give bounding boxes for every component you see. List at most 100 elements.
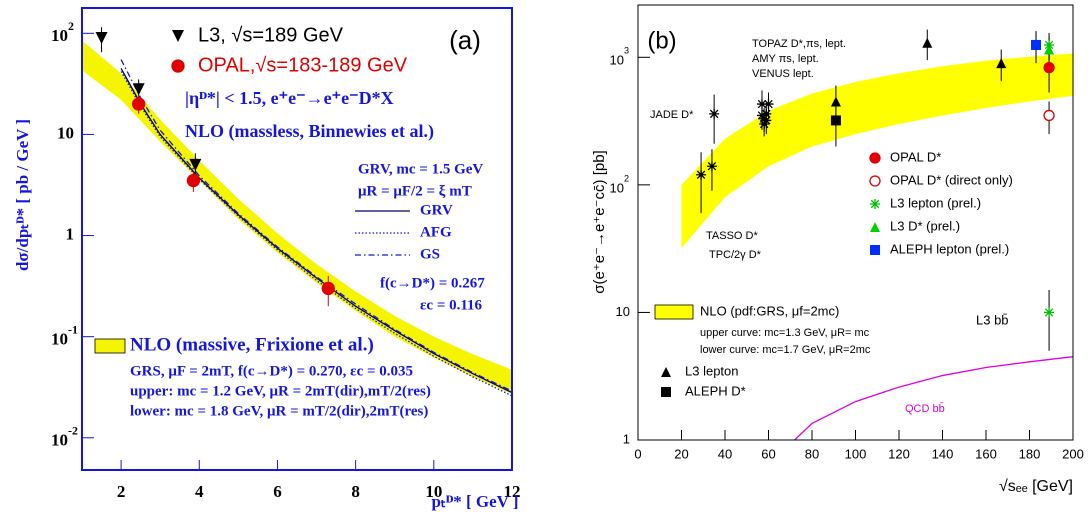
data-point <box>95 31 108 44</box>
y-tick-exponent: -2 <box>68 424 78 438</box>
curve <box>120 59 512 392</box>
annotation: εc = 0.116 <box>420 297 483 313</box>
annotation: f(c→D*) = 0.267 <box>380 275 485 291</box>
annotation: TPC/2γ D* <box>709 249 762 261</box>
legend-label: ALEPH lepton (prel.) <box>890 241 1009 256</box>
data-point <box>189 158 202 171</box>
data-point <box>830 115 841 126</box>
legend-label: OPAL D* <box>890 149 941 164</box>
data-point <box>1044 44 1055 55</box>
y-tick-label: 10 <box>51 26 68 45</box>
x-tick-label: 160 <box>975 446 997 461</box>
y-tick-label: 1 <box>66 224 75 243</box>
annotation: upper: mc = 1.2 GeV, μR = 2mT(dir),mT/2(… <box>130 383 431 399</box>
y-axis-label: σ(e⁺e⁻→e⁺e⁻cc̄) [pb] <box>591 150 608 293</box>
legend-swatch <box>654 304 694 320</box>
annotation: TASSO D* <box>706 230 758 242</box>
legend-marker <box>869 152 881 164</box>
legend-label: OPAL D* (direct only) <box>890 172 1013 187</box>
legend-label: GS <box>420 246 440 262</box>
annotation: NLO (massless, Binnewies et al.) <box>185 121 434 142</box>
annotation: μR = μF/2 = ξ mT <box>358 183 472 199</box>
data-point <box>763 99 774 110</box>
legend-marker <box>870 245 880 255</box>
data-point <box>922 37 933 48</box>
data-point <box>186 173 201 188</box>
annotation: lower: mc = 1.8 GeV, μR = mT/2(dir),2mT(… <box>130 403 428 419</box>
x-tick-label: 120 <box>888 446 910 461</box>
data-point <box>709 108 720 119</box>
y-tick-label: 10 <box>610 180 624 195</box>
y-tick-exponent: -1 <box>68 322 78 336</box>
legend-label: L3 D* (prel.) <box>890 218 960 233</box>
annotation: TOPAZ D*,πs, lept. <box>752 38 846 50</box>
legend-label: QCD bb̄ <box>905 402 945 415</box>
curve <box>794 356 1073 440</box>
curve <box>120 71 512 397</box>
data-point <box>1044 307 1055 318</box>
y-tick-exponent: 2 <box>68 19 74 33</box>
y-tick-exponent: 3 <box>624 46 629 56</box>
x-tick-label: 6 <box>273 482 282 501</box>
y-tick-exponent: 2 <box>624 173 629 183</box>
y-tick-label: 10 <box>610 53 624 68</box>
x-axis-label: pₜᴰ* [ GeV ] <box>431 492 518 511</box>
legend-label: ALEPH D* <box>685 383 746 398</box>
data-point <box>1043 109 1055 122</box>
data-point <box>1031 39 1042 50</box>
legend-marker <box>172 30 184 42</box>
x-tick-label: 80 <box>805 446 819 461</box>
data-point <box>1043 61 1055 74</box>
legend-label: L3 lepton (prel.) <box>890 195 981 210</box>
x-tick-label: 100 <box>845 446 867 461</box>
legend-label: GRV <box>420 202 453 218</box>
legend-label: OPAL,√s=183-189 GeV <box>198 54 408 76</box>
data-point <box>132 97 146 111</box>
annotation: lower curve: mc=1.7 GeV, μR=2mc <box>700 344 871 356</box>
x-tick-label: 8 <box>351 482 360 501</box>
data-point <box>706 161 717 172</box>
data-point <box>132 83 145 96</box>
x-tick-label: 2 <box>117 482 126 501</box>
x-tick-label: 40 <box>718 446 732 461</box>
data-point <box>996 58 1007 69</box>
annotation: JADE D* <box>650 109 694 121</box>
annotation: AMY πs, lept. <box>752 53 819 65</box>
legend-label: NLO (pdf:GRS, μf=2mc) <box>700 303 839 318</box>
y-tick-label: 10 <box>57 123 74 142</box>
legend-marker <box>171 59 185 73</box>
x-tick-label: 60 <box>761 446 775 461</box>
chart-title: (a) <box>449 25 481 55</box>
legend-marker <box>869 175 881 187</box>
legend-label: NLO (massive, Frixione et al.) <box>130 334 374 355</box>
x-axis-label: √sₑₑ [GeV] <box>999 478 1073 495</box>
annotation: GRV, mc = 1.5 GeV <box>358 161 483 177</box>
y-tick-label: 10 <box>616 304 630 319</box>
data-point <box>756 110 767 121</box>
annotation: GRS, μF = 2mT, f(c→D*) = 0.270, εc = 0.0… <box>130 363 413 379</box>
x-tick-label: 200 <box>1062 446 1084 461</box>
x-tick-label: 140 <box>932 446 954 461</box>
annotation: upper curve: mc=1.3 GeV, μR= mc <box>700 327 870 339</box>
legend-swatch <box>94 338 126 354</box>
legend-marker <box>870 222 880 232</box>
x-tick-label: 180 <box>1019 446 1041 461</box>
chart-title: (b) <box>647 27 676 54</box>
x-tick-label: 12 <box>504 482 521 501</box>
data-point <box>761 115 772 126</box>
annotation: L3 bb̄ <box>976 312 1009 327</box>
x-tick-label: 0 <box>634 446 641 461</box>
band <box>681 53 1073 248</box>
data-point <box>756 99 767 110</box>
legend-label: AFG <box>420 224 452 240</box>
x-tick-label: 4 <box>195 482 204 501</box>
legend-label: L3, √s=189 GeV <box>198 24 344 46</box>
x-tick-label: 20 <box>674 446 688 461</box>
y-tick-label: 10 <box>51 330 68 349</box>
legend-marker <box>870 199 880 209</box>
legend-marker <box>661 387 671 397</box>
annotation: |ηᴰ*| < 1.5, e⁺e⁻→e⁺e⁻D*X <box>185 88 394 108</box>
plot-frame <box>81 7 513 471</box>
y-axis-label: dσ/dpₜᴰ* [ pb / GeV ] <box>13 119 32 271</box>
